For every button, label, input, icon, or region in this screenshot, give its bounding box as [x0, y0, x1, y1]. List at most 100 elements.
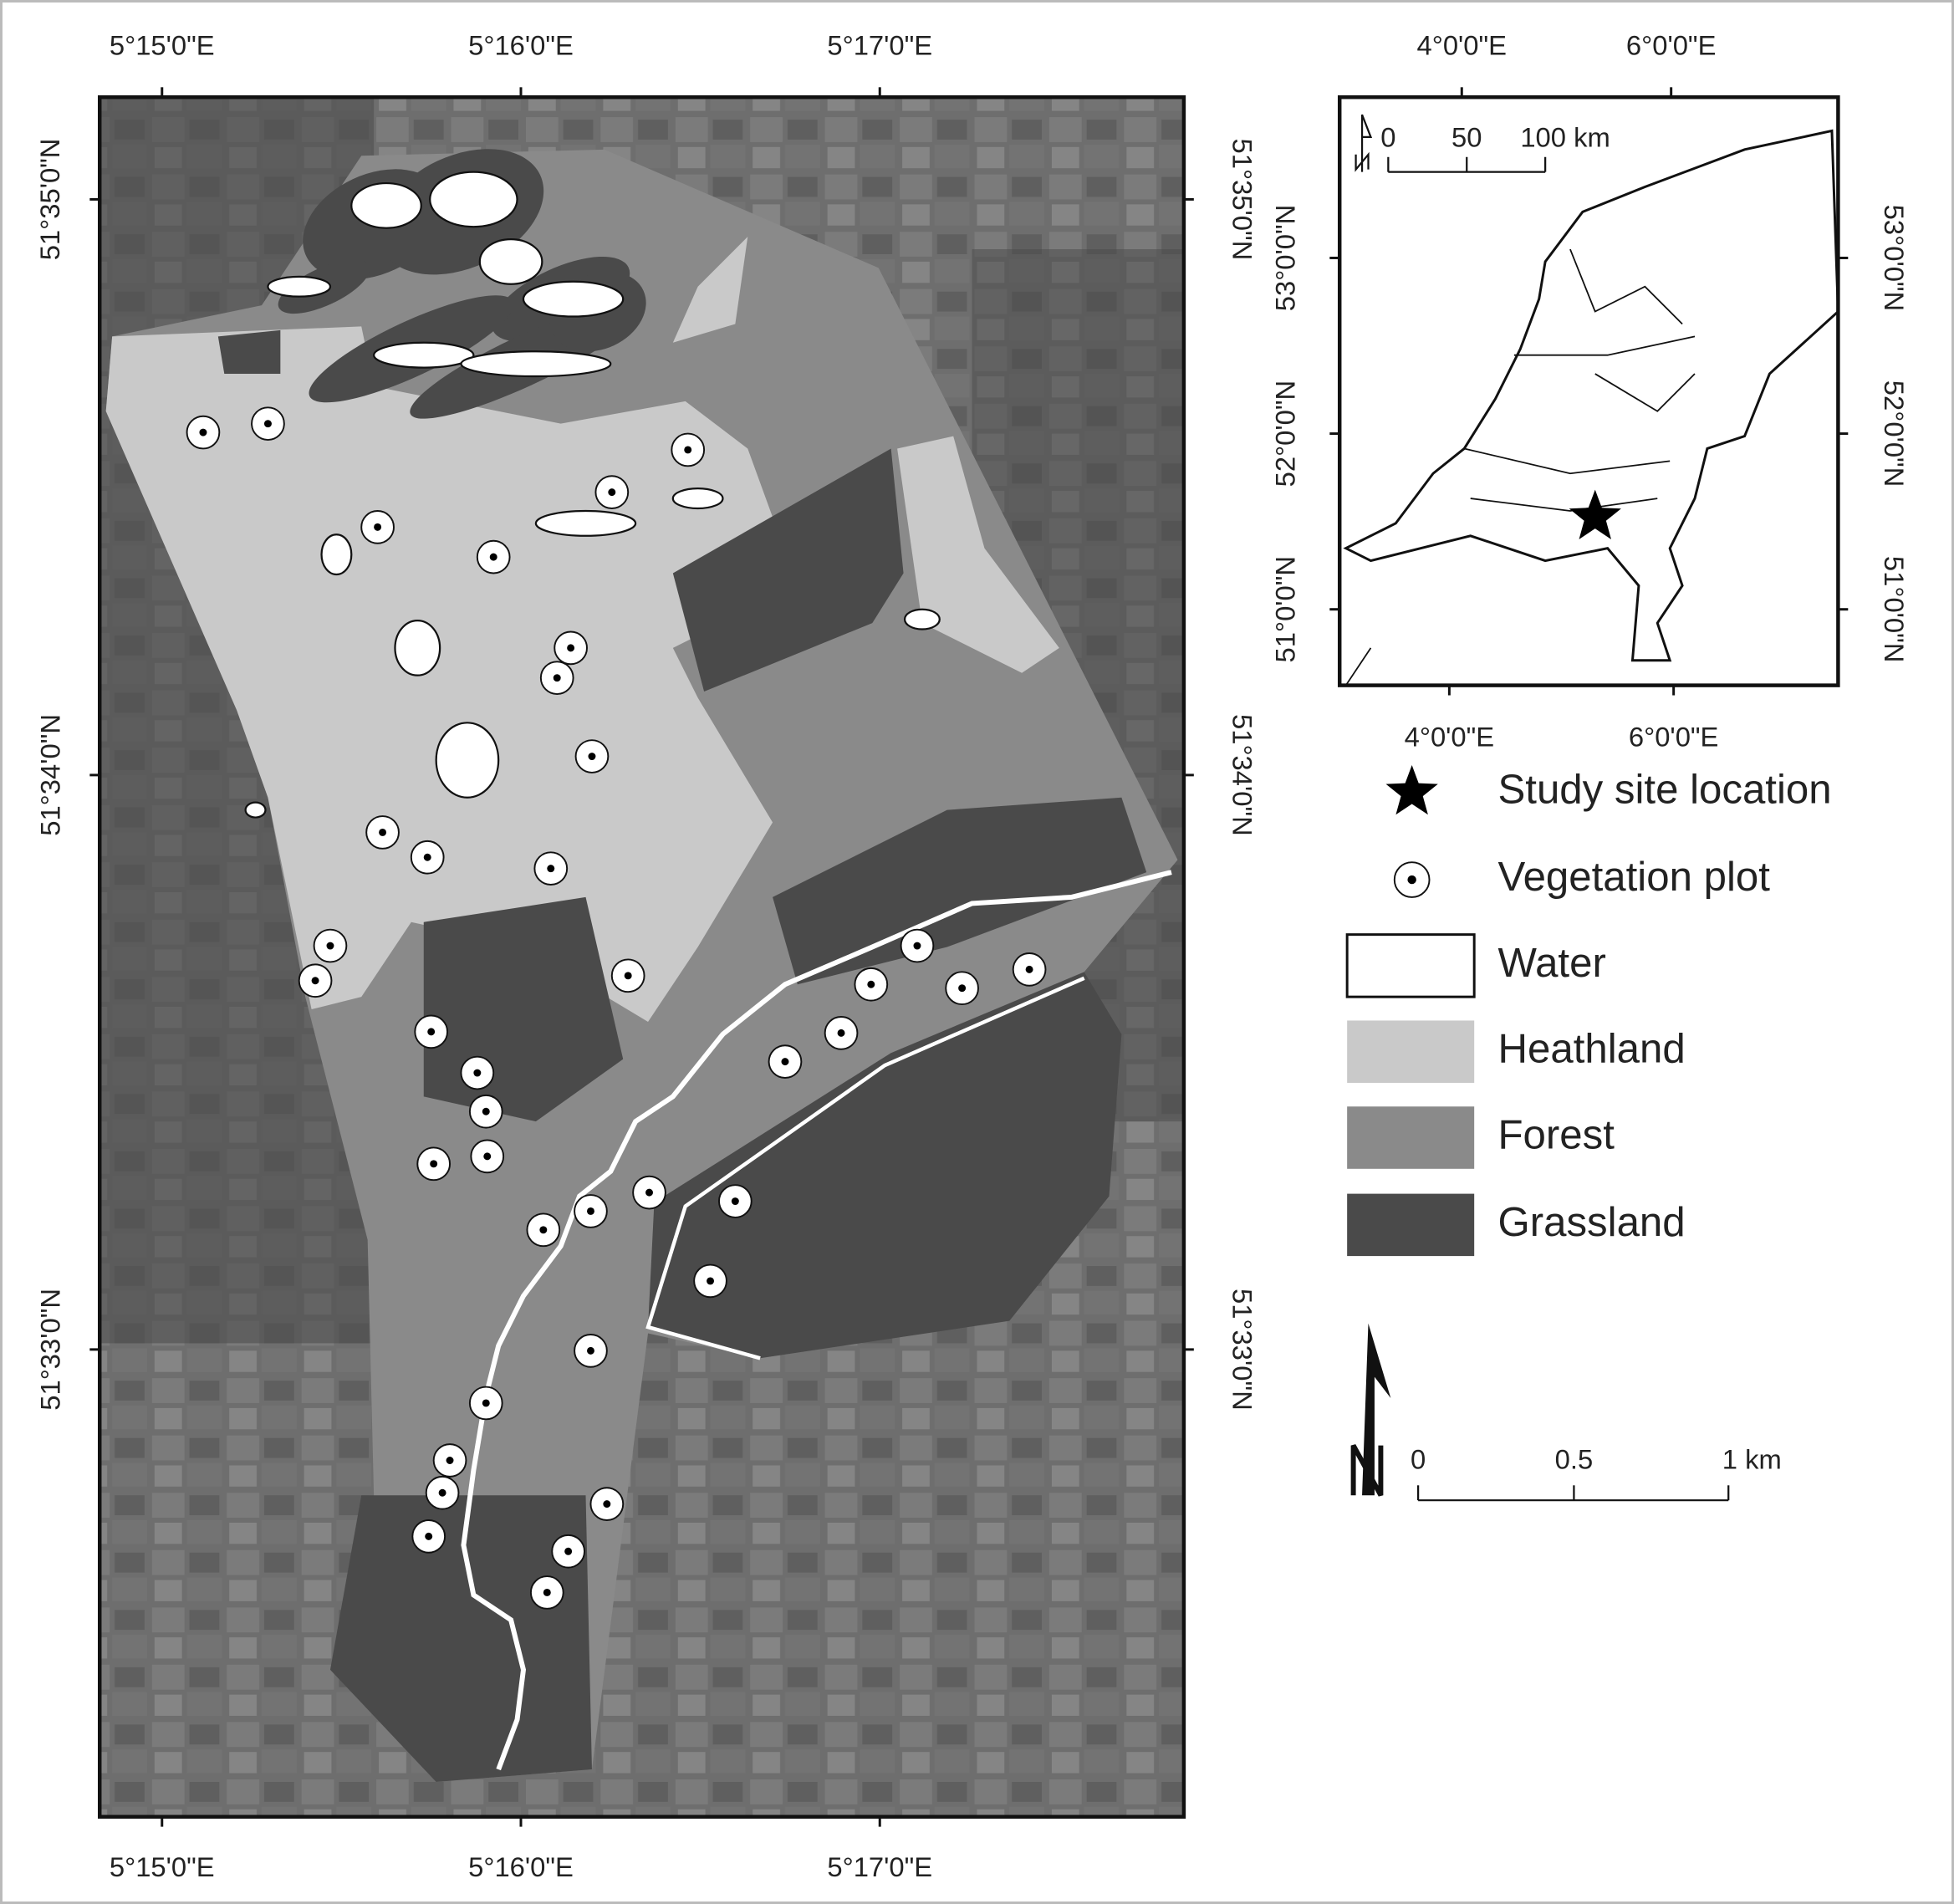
country-outline	[1343, 129, 1839, 662]
vegetation-plot-dot	[489, 553, 497, 561]
legend-swatch	[1347, 1193, 1475, 1257]
lat-label: 51°33'0"N	[34, 1289, 65, 1411]
vegetation-plot-dot	[427, 1028, 436, 1036]
lon-label: 5°17'0"E	[827, 1851, 932, 1882]
grassland-area	[773, 797, 1147, 985]
water-body	[460, 350, 612, 378]
water-body	[394, 619, 441, 676]
vegetation-plot-dot	[199, 428, 207, 436]
vegetation-plot-dot	[603, 1500, 611, 1508]
lat-label: 51°35'0"N	[34, 139, 65, 261]
canal	[645, 976, 1085, 1360]
water-body	[267, 275, 332, 298]
main-map-frame	[97, 94, 1186, 1819]
lat-label: 51°34'0"N	[1227, 714, 1258, 836]
north-arrow	[1362, 1323, 1391, 1496]
lon-label: 6°0'0"E	[1629, 721, 1719, 752]
vegetation-plot-dot	[564, 1547, 573, 1555]
lon-label: 5°16'0"E	[468, 29, 574, 60]
lat-label: 51°0'0"N	[1269, 556, 1300, 663]
lon-label: 5°15'0"E	[110, 1851, 215, 1882]
main-map	[99, 97, 1184, 1817]
water-body	[522, 280, 625, 318]
legend-star	[1385, 764, 1438, 815]
river	[461, 870, 1172, 1771]
vegetation-plot-dot	[547, 865, 555, 873]
water-body	[373, 341, 475, 369]
scale-label: 1 km	[1722, 1444, 1782, 1475]
study-site-star	[1569, 489, 1621, 539]
lon-label: 6°0'0"E	[1626, 29, 1717, 60]
scale-label: 100 km	[1520, 122, 1610, 153]
lat-label: 52°0'0"N	[1269, 380, 1300, 487]
vegetation-plot-dot	[586, 1346, 594, 1355]
grassland-area	[672, 448, 904, 692]
vegetation-plot-dot	[958, 984, 967, 993]
vegetation-plot-dot	[379, 828, 387, 836]
scale-label: 0	[1411, 1444, 1426, 1475]
inset-north-arrow	[1355, 114, 1373, 172]
vegetation-plot-dot	[645, 1188, 653, 1197]
water-body	[320, 533, 353, 576]
legend-swatch	[1347, 1020, 1475, 1083]
lat-label: 51°34'0"N	[34, 714, 65, 836]
vegetation-plot-dot	[326, 942, 334, 950]
vegetation-plot-dot	[446, 1457, 454, 1464]
legend-label: Grassland	[1498, 1199, 1686, 1245]
vegetation-plot-dot	[624, 972, 632, 980]
grassland-area	[217, 329, 281, 375]
water-body	[244, 801, 267, 819]
vegetation-plot-dot	[781, 1058, 789, 1066]
vegetation-plot-dot	[543, 1588, 551, 1596]
vegetation-plot-dot	[482, 1107, 490, 1115]
legend-swatch	[1347, 1106, 1475, 1169]
vegetation-plot-dot	[553, 674, 561, 682]
legend-label: Heathland	[1498, 1026, 1686, 1072]
scale-label: 50	[1451, 122, 1482, 153]
water-body	[671, 487, 724, 510]
water-body	[478, 237, 543, 285]
vegetation-plot-dot	[608, 488, 616, 497]
water-body	[429, 171, 518, 228]
lat-label: 51°35'0"N	[1227, 139, 1258, 261]
water-body	[435, 722, 500, 799]
legend-swatch	[1345, 933, 1476, 998]
lon-label: 5°17'0"E	[827, 29, 932, 60]
vegetation-plot-dot	[311, 977, 319, 985]
lon-label: 4°0'0"E	[1405, 721, 1495, 752]
lat-label: 53°0'0"N	[1269, 205, 1300, 312]
vegetation-plot-dot	[913, 942, 921, 950]
lon-label: 5°16'0"E	[468, 1851, 574, 1882]
water-body	[534, 509, 637, 537]
vegetation-plot-dot	[731, 1197, 739, 1206]
vegetation-plot-dot	[867, 980, 875, 988]
lat-label: 51°0'0"N	[1879, 556, 1910, 663]
water-body	[903, 608, 941, 630]
vegetation-plot-dot	[1025, 965, 1033, 973]
lon-label: 4°0'0"E	[1417, 29, 1508, 60]
heathland-area	[672, 237, 748, 343]
province-lines	[1344, 248, 1696, 686]
inset-map	[1339, 97, 1839, 686]
water-body	[350, 181, 422, 229]
lon-label: 5°15'0"E	[110, 29, 215, 60]
inset-background	[1339, 97, 1839, 686]
north-n	[1350, 1444, 1384, 1497]
scale-label: 0	[1380, 122, 1395, 153]
vegetation-plot-dot	[588, 753, 596, 761]
vegetation-plot-dot	[684, 446, 692, 454]
legend-plot-dot	[1407, 875, 1416, 885]
vegetation-plot-dot	[539, 1226, 548, 1234]
inset-frame	[1337, 94, 1840, 687]
scale-label: 0.5	[1555, 1444, 1594, 1475]
legend-label: Forest	[1498, 1112, 1615, 1158]
vegetation-plot-dot	[423, 853, 431, 861]
grassland-area	[329, 1495, 592, 1782]
vegetation-plot-dot	[425, 1532, 433, 1540]
grassland-area	[648, 972, 1122, 1359]
vegetation-plot-dot	[707, 1277, 715, 1285]
vegetation-plot-dot	[430, 1160, 438, 1168]
lat-label: 52°0'0"N	[1879, 380, 1910, 487]
